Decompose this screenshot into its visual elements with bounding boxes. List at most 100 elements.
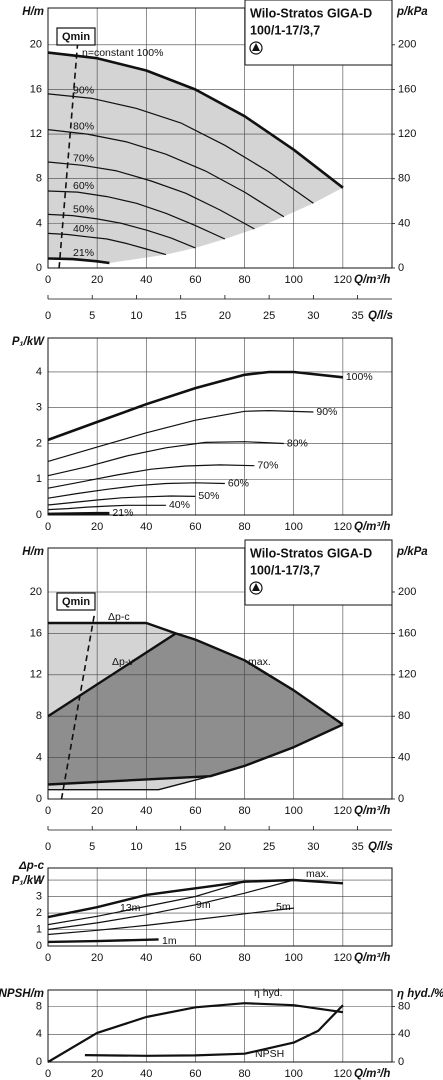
curve-label: Δp-c (108, 611, 130, 623)
x-tick-label: 20 (91, 274, 103, 286)
curve-label: 50% (198, 490, 219, 502)
x2-tick-label: 20 (219, 841, 231, 853)
curve (47, 504, 166, 511)
y-tick-label: 8 (36, 1001, 42, 1013)
curve (47, 495, 196, 506)
x-tick-label: 100 (285, 1068, 303, 1080)
curve (47, 129, 285, 218)
x-tick-label: 120 (334, 521, 352, 533)
y-tick-label: 4 (36, 217, 42, 229)
title-line: Wilo-Stratos GIGA-D (250, 6, 372, 20)
y-tick-label: 16 (30, 627, 42, 639)
y-tick-label: 4 (36, 874, 42, 886)
mode-label: Δp-c (18, 860, 45, 872)
curve-label: 100% (346, 371, 373, 383)
x-tick-label: 120 (334, 274, 352, 286)
qmin-box (56, 592, 96, 611)
curve (47, 410, 314, 462)
annotation: n=constant 100% (82, 47, 163, 59)
x2-tick-label: 0 (45, 841, 51, 853)
curve-label: 90% (73, 84, 94, 96)
pump-symbol-arrow (252, 583, 260, 591)
curve-label: 1m (162, 935, 177, 947)
title-line: 100/1-17/3,7 (250, 563, 320, 577)
y-axis-label: P₁/kW (12, 875, 45, 887)
curve (48, 621, 177, 635)
curve-label: 40% (73, 223, 94, 235)
qmin-label: Qmin (62, 596, 90, 608)
y-tick-label: 4 (36, 1028, 42, 1040)
y-axis-label: H/m (22, 546, 44, 558)
x-tick-label: 40 (140, 274, 152, 286)
curve-label: 70% (257, 459, 278, 471)
x-tick-label: 100 (285, 521, 303, 533)
y2-tick-label: 80 (398, 173, 410, 185)
x-tick-label: 20 (91, 521, 103, 533)
x-tick-label: 0 (45, 1068, 51, 1080)
plot-frame (47, 547, 393, 800)
y-tick-label: 8 (36, 710, 42, 722)
curve (47, 370, 344, 442)
curve (47, 938, 159, 944)
y-tick-label: 3 (36, 890, 42, 902)
x2-tick-label: 35 (351, 310, 363, 322)
pump-symbol-arrow (252, 43, 260, 51)
y2-axis-label: η hyd./% (397, 988, 443, 1000)
x-tick-label: 100 (285, 805, 303, 817)
y-tick-label: 12 (30, 128, 42, 140)
y2-tick-label: 0 (398, 1056, 404, 1068)
curve (47, 1002, 344, 1063)
curve-label: 5m (276, 901, 291, 913)
curve (47, 482, 225, 499)
curve (47, 232, 167, 256)
y-tick-label: 4 (36, 752, 42, 764)
y-tick-label: 0 (36, 940, 42, 952)
x-tick-label: 40 (140, 805, 152, 817)
x-tick-label: 60 (189, 1068, 201, 1080)
x2-tick-label: 5 (89, 841, 95, 853)
y-tick-label: 2 (36, 907, 42, 919)
curve (47, 464, 255, 489)
x-tick-label: 80 (238, 952, 250, 964)
x-tick-label: 0 (45, 952, 51, 964)
x2-tick-label: 10 (130, 310, 142, 322)
x2-tick-label: 0 (45, 310, 51, 322)
curve-label: Δp-v (112, 656, 134, 668)
x-tick-label: 0 (45, 805, 51, 817)
y2-tick-label: 80 (398, 710, 410, 722)
curve (47, 93, 314, 204)
y-tick-label: 0 (36, 1056, 42, 1068)
x-tick-label: 40 (140, 1068, 152, 1080)
x2-tick-label: 25 (263, 310, 275, 322)
y-tick-label: 0 (36, 262, 42, 274)
y-tick-label: 12 (30, 669, 42, 681)
x-tick-label: 20 (91, 1068, 103, 1080)
y2-tick-label: 80 (398, 1001, 410, 1013)
x2-tick-label: 20 (219, 310, 231, 322)
curve-label: max. (248, 656, 271, 668)
curve-label: 80% (73, 120, 94, 132)
x-axis-label: Q/m³/h (354, 1068, 390, 1080)
plot-frame (47, 7, 393, 269)
x-tick-label: 0 (45, 274, 51, 286)
curve-label: 9m (196, 899, 211, 911)
y2-tick-label: 200 (398, 586, 416, 598)
curve-label: NPSH (255, 1048, 284, 1060)
x-tick-label: 120 (334, 952, 352, 964)
curve (47, 257, 110, 265)
x-tick-label: 100 (285, 274, 303, 286)
curve-label: 21% (73, 247, 94, 259)
x-tick-label: 40 (140, 521, 152, 533)
y-tick-label: 3 (36, 402, 42, 414)
y-tick-label: 0 (36, 509, 42, 521)
curve (47, 190, 226, 240)
x2-tick-label: 30 (307, 841, 319, 853)
curve (48, 775, 211, 791)
y-axis-label: P₁/kW (12, 336, 45, 348)
title-box (244, 539, 393, 606)
y2-axis-label: p/kPa (396, 546, 428, 558)
y2-tick-label: 120 (398, 128, 416, 140)
x2-tick-label: 5 (89, 310, 95, 322)
x2-tick-label: 10 (130, 841, 142, 853)
